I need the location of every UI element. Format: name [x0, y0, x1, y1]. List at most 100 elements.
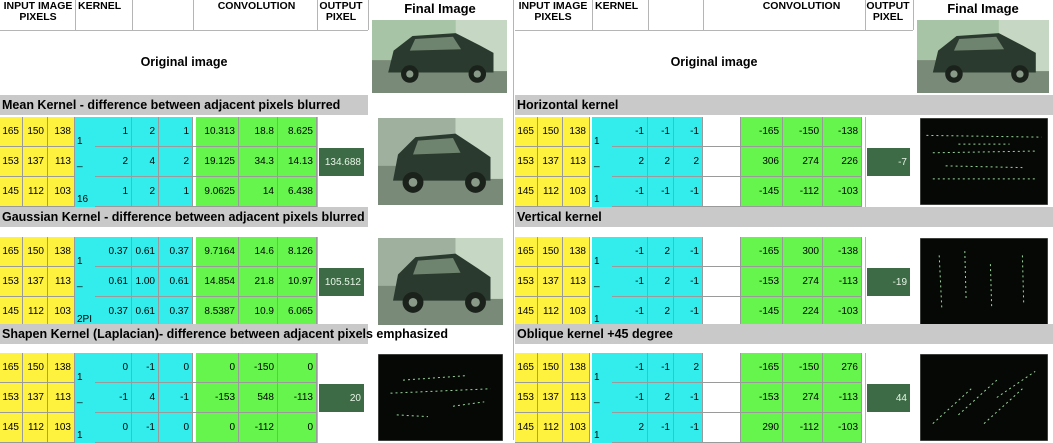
- spacer-cell: [703, 177, 741, 207]
- input-pixel-cell: 165: [515, 237, 538, 267]
- header-divider: [132, 0, 133, 30]
- left-original-image: [372, 20, 507, 93]
- convolution-cell: 8.126: [278, 237, 317, 267]
- left-final-image-2-graphic: [378, 238, 503, 325]
- spacer-cell: [703, 353, 741, 383]
- convolution-cell: 14: [239, 177, 278, 207]
- kernel-cell: -1: [674, 413, 703, 443]
- convolution-cell: 274: [783, 147, 823, 177]
- input-pixel-cell: 145: [515, 413, 538, 443]
- original-image-label: Original image: [140, 55, 228, 69]
- kernel-cell: 0: [159, 413, 193, 443]
- convolution-cell: -165: [741, 117, 783, 147]
- input-pixel-cell: 145: [515, 177, 538, 207]
- kernel-cell: 2: [648, 237, 674, 267]
- convolution-cell: 19.125: [196, 147, 239, 177]
- header-divider: [75, 0, 76, 30]
- kernel-cell: 0.37: [95, 237, 132, 267]
- input-pixel-cell: 103: [48, 413, 75, 443]
- kernel-normalizer: 1: [75, 353, 95, 383]
- section-title: Oblique kernel +45 degree: [515, 324, 913, 344]
- input-pixel-cell: 138: [563, 117, 590, 147]
- convolution-cell: 8.625: [278, 117, 317, 147]
- header-final-image: Final Image: [947, 1, 1019, 16]
- header-divider: [648, 0, 649, 30]
- kernel-cell: -1: [132, 413, 159, 443]
- right-final-image-2-graphic: [920, 238, 1048, 325]
- input-pixel-cell: 138: [563, 237, 590, 267]
- kernel-normalizer: _: [75, 383, 95, 413]
- output-divider: [317, 237, 318, 327]
- input-pixel-cell: 138: [48, 117, 75, 147]
- kernel-normalizer: _: [75, 147, 95, 177]
- left-final-image-3: [378, 354, 503, 441]
- section-band-fill: [913, 95, 1053, 115]
- kernel-cell: -1: [648, 353, 674, 383]
- kernel-cell: -1: [612, 267, 648, 297]
- convolution-cell: -112: [783, 413, 823, 443]
- input-pixel-cell: 138: [48, 353, 75, 383]
- header-convolution: CONVOLUTION: [762, 0, 841, 12]
- input-pixel-cell: 112: [23, 413, 48, 443]
- kernel-cell: 2: [95, 147, 132, 177]
- convolution-cell: 9.7164: [196, 237, 239, 267]
- kernel-normalizer: 1: [592, 353, 612, 383]
- input-pixel-cell: 137: [538, 147, 563, 177]
- kernel-cell: -1: [612, 353, 648, 383]
- convolution-cell: 300: [783, 237, 823, 267]
- section-band-fill: [913, 207, 1053, 227]
- input-pixel-cell: 153: [515, 267, 538, 297]
- convolution-cell: -165: [741, 353, 783, 383]
- convolution-cell: -112: [783, 177, 823, 207]
- convolution-cell: 10.313: [196, 117, 239, 147]
- input-pixel-cell: 112: [538, 413, 563, 443]
- convolution-cell: 10.9: [239, 297, 278, 327]
- input-pixel-cell: 113: [563, 267, 590, 297]
- kernel-cell: -1: [648, 117, 674, 147]
- output-pixel: 20: [319, 384, 364, 412]
- kernel-cell: -1: [132, 353, 159, 383]
- spacer-cell: [703, 147, 741, 177]
- section-title: Mean Kernel - difference between adjacen…: [0, 95, 368, 115]
- convolution-cell: -103: [823, 413, 862, 443]
- input-pixel-cell: 112: [538, 177, 563, 207]
- input-pixel-cell: 113: [48, 267, 75, 297]
- input-pixel-cell: 150: [23, 353, 48, 383]
- convolution-cell: 306: [741, 147, 783, 177]
- convolution-cell: 14.854: [196, 267, 239, 297]
- original-image-label: Original image: [670, 55, 758, 69]
- input-pixel-cell: 113: [563, 383, 590, 413]
- kernel-normalizer: 1: [75, 237, 95, 267]
- kernel-normalizer: 2PI: [75, 297, 95, 327]
- convolution-cell: 9.0625: [196, 177, 239, 207]
- kernel-cell: -1: [674, 117, 703, 147]
- kernel-normalizer: 1: [592, 117, 612, 147]
- convolution-cell: 290: [741, 413, 783, 443]
- kernel-cell: -1: [612, 177, 648, 207]
- convolution-cell: -153: [196, 383, 239, 413]
- convolution-cell: 34.3: [239, 147, 278, 177]
- convolution-cell: -138: [823, 237, 862, 267]
- input-pixel-cell: 145: [0, 297, 23, 327]
- kernel-cell: -1: [674, 237, 703, 267]
- convolution-cell: 18.8: [239, 117, 278, 147]
- input-pixel-cell: 137: [538, 267, 563, 297]
- input-pixel-cell: 153: [515, 383, 538, 413]
- kernel-normalizer: 16: [75, 177, 95, 207]
- left-final-image-1-graphic: [378, 118, 503, 205]
- convolution-cell: -150: [783, 353, 823, 383]
- kernel-normalizer: _: [592, 147, 612, 177]
- output-pixel: 44: [867, 384, 910, 412]
- convolution-cell: -145: [741, 297, 783, 327]
- kernel-cell: 2: [674, 147, 703, 177]
- input-pixel-cell: 165: [515, 117, 538, 147]
- right-final-image-2: [920, 238, 1048, 325]
- left-original-image-graphic: [372, 20, 507, 93]
- input-pixel-cell: 113: [48, 383, 75, 413]
- input-pixel-cell: 145: [0, 413, 23, 443]
- input-pixel-cell: 137: [23, 147, 48, 177]
- input-pixel-cell: 165: [515, 353, 538, 383]
- convolution-cell: 0: [278, 353, 317, 383]
- kernel-cell: 1: [159, 117, 193, 147]
- output-divider: [865, 237, 866, 327]
